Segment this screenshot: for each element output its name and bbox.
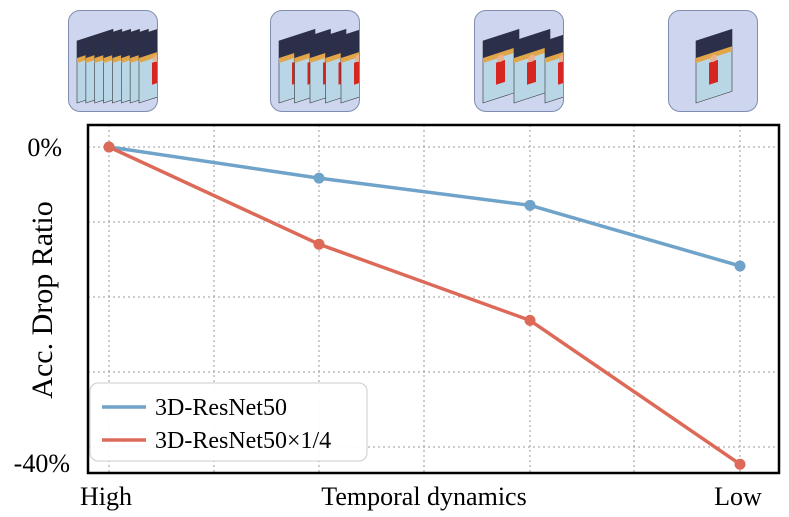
thumbnail-low xyxy=(668,10,758,112)
thumbnail-mid-high xyxy=(270,10,360,112)
video-frame xyxy=(340,28,359,104)
video-frames-icon xyxy=(278,28,359,104)
y-tick-label-bottom: -40% xyxy=(14,449,70,478)
x-axis-label: Temporal dynamics xyxy=(321,482,526,511)
series-line-1 xyxy=(108,145,741,466)
legend-label-0: 3D-ResNet50 xyxy=(155,395,287,421)
series-0-point-3 xyxy=(734,260,746,272)
series-0-point-2 xyxy=(524,199,536,211)
video-frames-icon xyxy=(76,28,157,104)
series-1-point-1 xyxy=(313,238,325,250)
video-frames-icon xyxy=(695,28,733,104)
series-1-point-3 xyxy=(734,458,746,470)
thumbnail-mid-low xyxy=(474,10,564,112)
video-frame xyxy=(544,28,563,104)
thumbnail-high xyxy=(68,10,158,112)
plot-frame xyxy=(86,123,781,475)
legend-label-1: 3D-ResNet50×1/4 xyxy=(155,428,331,454)
video-frame xyxy=(482,28,520,104)
series-line-0 xyxy=(108,145,741,268)
video-frame xyxy=(513,28,551,104)
video-frames-icon xyxy=(482,28,563,104)
video-frame xyxy=(138,28,157,104)
video-frame xyxy=(695,28,733,104)
y-axis-label: Acc. Drop Ratio xyxy=(26,201,59,398)
x-tick-label-high: High xyxy=(80,482,132,511)
y-tick-label-top: 0% xyxy=(27,133,62,162)
frame-thumbnails xyxy=(0,0,789,120)
series-0-point-1 xyxy=(313,172,325,184)
series-1-point-2 xyxy=(524,314,536,326)
x-tick-label-low: Low xyxy=(714,482,762,511)
series-1-point-0 xyxy=(103,141,115,153)
legend-box xyxy=(89,382,368,462)
